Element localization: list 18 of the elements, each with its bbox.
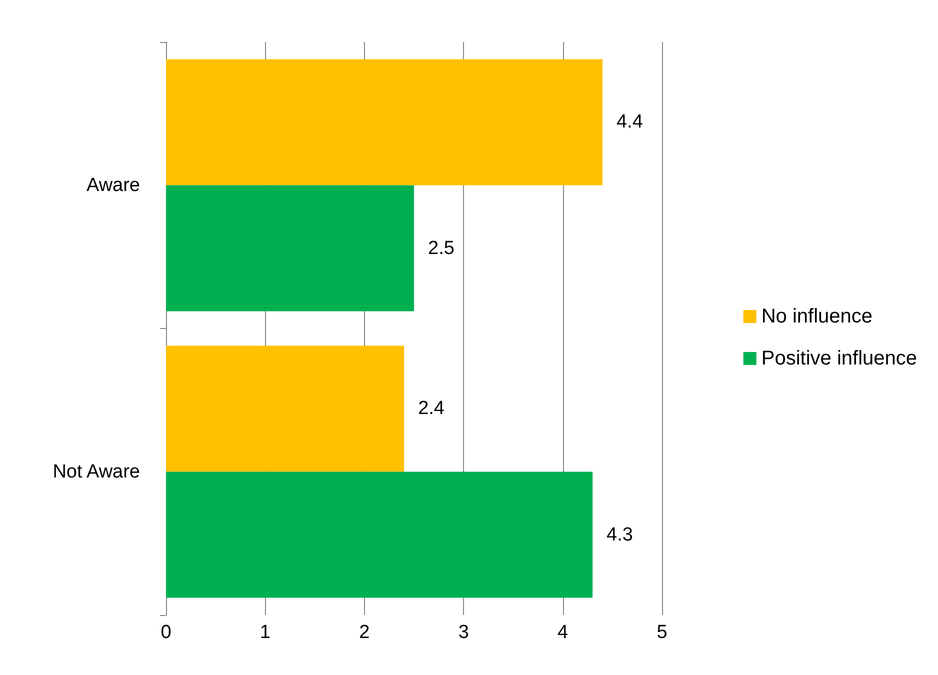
bar <box>166 346 404 472</box>
bar <box>166 59 602 186</box>
x-tick-label: 2 <box>359 622 370 643</box>
legend-label: No influence <box>761 306 873 328</box>
data-label: 2.5 <box>428 238 454 259</box>
y-tick-label: Aware <box>86 174 140 196</box>
bar <box>166 185 414 312</box>
x-tick-label: 1 <box>260 622 270 643</box>
data-label: 2.4 <box>418 398 445 420</box>
data-label: 4.4 <box>616 112 644 133</box>
x-tick-label: 0 <box>160 622 172 643</box>
y-tick-label: Not Aware <box>52 461 140 482</box>
x-tick-label: 3 <box>458 622 469 643</box>
legend-label: Positive influence <box>761 348 918 370</box>
bar <box>166 472 593 598</box>
data-label: 4.3 <box>606 524 633 546</box>
x-tick-label: 5 <box>656 622 668 643</box>
x-tick-label: 4 <box>558 622 569 643</box>
